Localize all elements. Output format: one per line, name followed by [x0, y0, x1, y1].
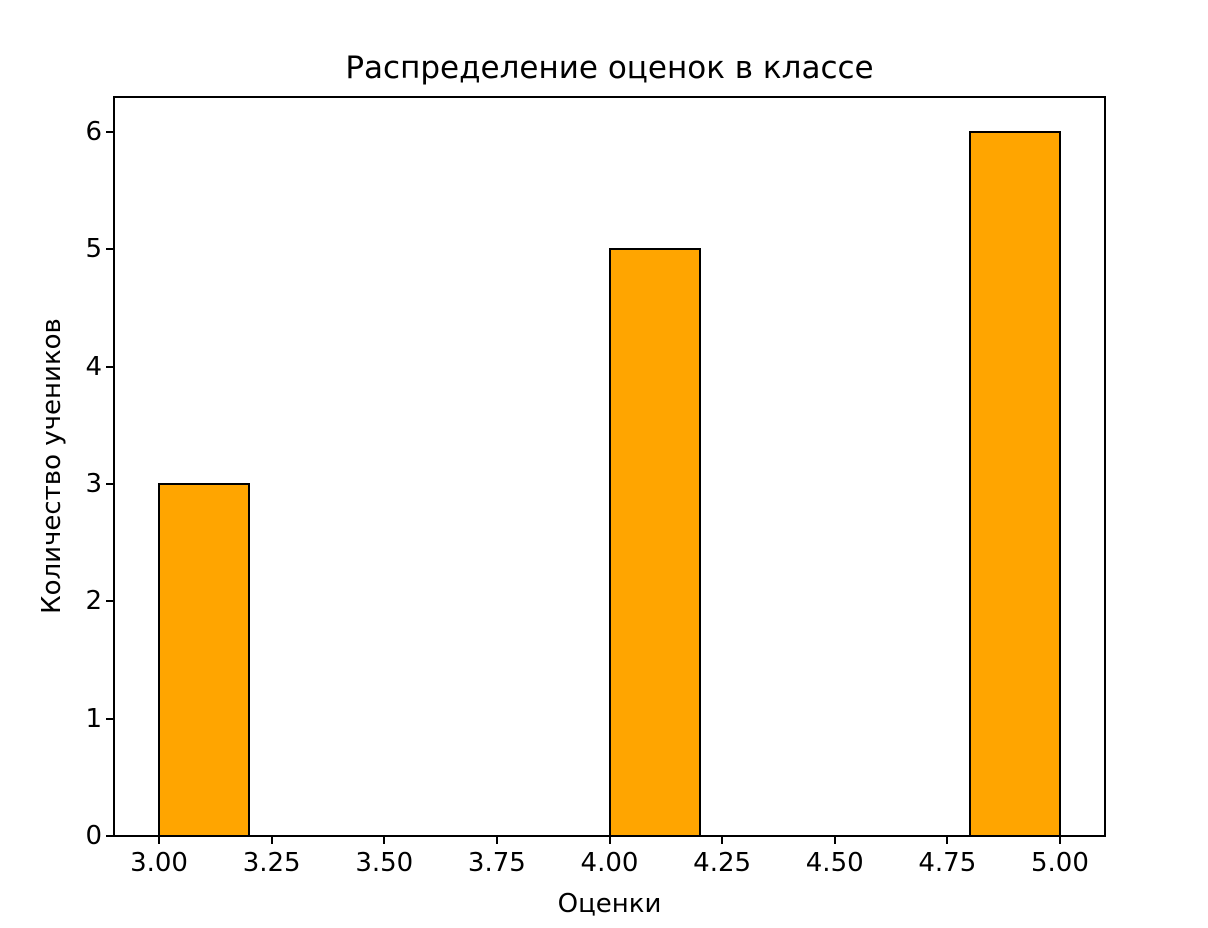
y-axis-tick — [106, 835, 113, 837]
x-tick-label: 4.00 — [580, 848, 639, 878]
y-axis-tick — [106, 131, 113, 134]
y-axis-label: Количество учеников — [37, 318, 67, 614]
x-tick-label: 3.25 — [242, 848, 301, 878]
x-axis-tick — [158, 837, 161, 844]
x-axis-tick — [495, 837, 498, 844]
y-axis-tick — [106, 600, 113, 603]
x-tick-label: 5.00 — [1031, 848, 1089, 878]
histogram-bar — [158, 483, 251, 837]
x-axis-tick — [946, 837, 949, 844]
y-tick-label: 0 — [85, 821, 102, 851]
x-axis-tick — [721, 837, 724, 844]
y-tick-label: 6 — [85, 117, 102, 148]
x-tick-label: 3.75 — [467, 848, 526, 878]
x-tick-label: 4.50 — [805, 848, 864, 878]
y-axis-tick — [106, 483, 113, 486]
x-axis-tick — [270, 837, 273, 844]
x-axis-tick — [608, 837, 611, 844]
histogram-bar — [968, 131, 1061, 837]
x-axis-tick — [383, 837, 386, 844]
y-tick-label: 2 — [85, 586, 102, 617]
y-tick-label: 1 — [85, 703, 102, 734]
y-axis-tick — [106, 248, 113, 251]
histogram-bar — [608, 248, 701, 837]
y-tick-label: 5 — [85, 234, 102, 265]
y-tick-label: 3 — [85, 469, 102, 500]
x-axis-tick — [1058, 837, 1061, 844]
chart-title: Распределение оценок в классе — [345, 50, 874, 86]
y-axis-tick — [106, 717, 113, 720]
x-tick-label: 3.50 — [355, 848, 414, 878]
y-axis-tick — [106, 365, 113, 368]
y-tick-label: 4 — [85, 351, 102, 382]
x-axis-tick — [833, 837, 836, 844]
x-tick-label: 3.00 — [130, 848, 188, 878]
x-axis-label: Оценки — [557, 889, 662, 919]
x-tick-label: 4.75 — [918, 848, 977, 878]
x-tick-label: 4.25 — [693, 848, 752, 878]
